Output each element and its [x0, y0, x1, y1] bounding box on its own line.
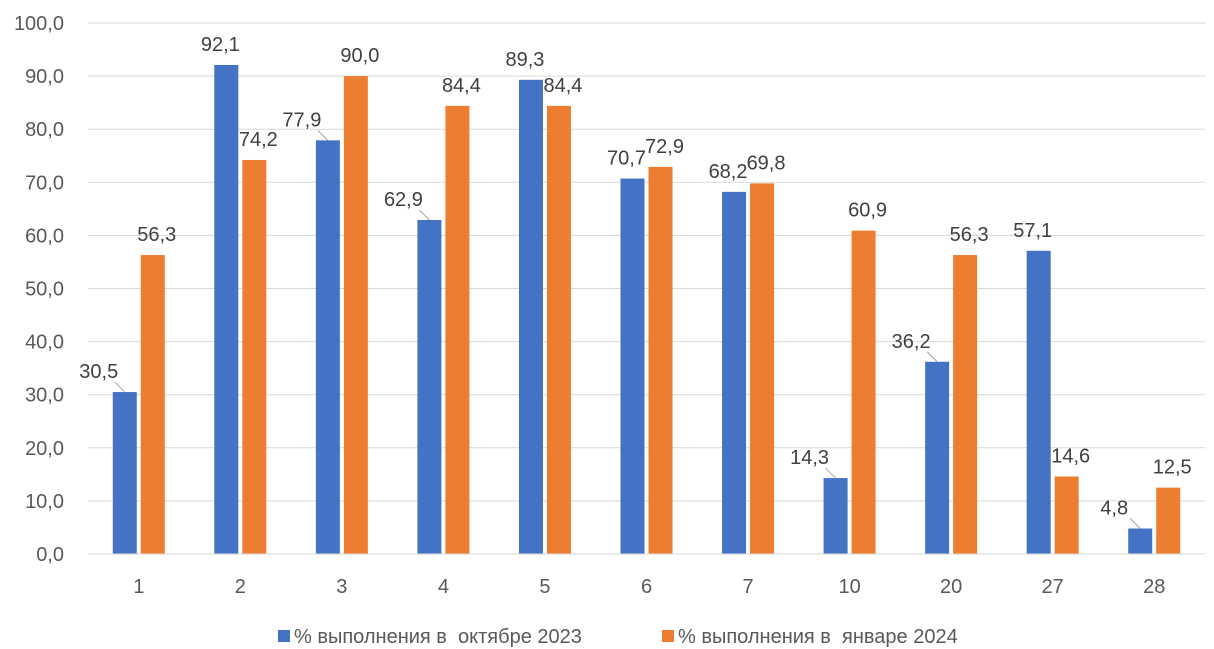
x-tick-label: 4	[438, 576, 449, 598]
data-label-jan-2024: 84,4	[543, 75, 582, 97]
bar-jan-2024	[140, 255, 165, 554]
bar-jan-2024	[750, 183, 775, 554]
bar-oct-2023	[315, 140, 340, 554]
data-label-jan-2024: 56,3	[137, 224, 176, 246]
gridlines	[88, 22, 1205, 555]
x-tick-label: 20	[940, 576, 962, 598]
bar-oct-2023	[1026, 250, 1051, 554]
y-tick-label: 50,0	[25, 279, 64, 301]
x-tick-label: 10	[838, 576, 860, 598]
bar-oct-2023	[925, 361, 950, 554]
bar-oct-2023	[518, 79, 543, 554]
legend: % выполнения в октябре 2023 % выполнения…	[278, 626, 958, 648]
y-tick-label: 60,0	[25, 225, 64, 247]
bar-jan-2024	[953, 255, 978, 554]
x-axis: 1 2 3 4 5 6 7 10 20 27 28	[88, 553, 1205, 598]
bar-oct-2023	[823, 478, 848, 554]
data-label-oct-2023: 14,3	[790, 447, 829, 469]
y-tick-label: 30,0	[25, 385, 64, 407]
data-label-oct-2023: 36,2	[892, 331, 931, 353]
legend-label-jan-2024: % выполнения в январе 2024	[678, 626, 958, 648]
bar-jan-2024	[1054, 476, 1079, 554]
x-tick-label: 28	[1143, 576, 1165, 598]
leader-line	[419, 209, 430, 221]
data-label-jan-2024: 12,5	[1153, 457, 1192, 479]
data-label-jan-2024: 14,6	[1051, 445, 1090, 467]
legend-swatch-oct-2023	[278, 630, 290, 642]
bar-oct-2023	[620, 178, 645, 554]
y-axis: 0,0 10,0 20,0 30,0 40,0 50,0 60,0 70,0 80,0 90,0 1…	[14, 13, 64, 566]
leader-line	[825, 467, 836, 479]
data-label-jan-2024: 72,9	[645, 136, 684, 158]
y-tick-label: 80,0	[25, 119, 64, 141]
data-label-jan-2024: 74,2	[239, 129, 278, 151]
data-label-oct-2023: 62,9	[384, 189, 423, 211]
data-label-oct-2023: 4,8	[1100, 498, 1128, 520]
bar-oct-2023	[214, 64, 239, 554]
x-tick-label: 1	[133, 576, 144, 598]
data-label-jan-2024: 69,8	[747, 152, 786, 174]
y-tick-label: 90,0	[25, 66, 64, 88]
data-label-oct-2023: 92,1	[201, 34, 240, 56]
x-tick-label: 5	[539, 576, 550, 598]
legend-swatch-jan-2024	[662, 630, 674, 642]
y-tick-label: 0,0	[36, 544, 64, 566]
data-label-oct-2023: 77,9	[282, 109, 321, 131]
leader-line	[317, 129, 329, 141]
y-tick-label: 40,0	[25, 332, 64, 354]
data-label-jan-2024: 60,9	[848, 200, 887, 222]
data-label-jan-2024: 90,0	[340, 45, 379, 67]
data-label-oct-2023: 70,7	[607, 148, 646, 170]
legend-label-oct-2023: % выполнения в октябре 2023	[294, 626, 582, 648]
bar-oct-2023	[722, 191, 747, 554]
data-label-oct-2023: 89,3	[505, 49, 544, 71]
x-tick-label: 2	[235, 576, 246, 598]
y-tick-label: 100,0	[14, 13, 64, 35]
data-label-oct-2023: 57,1	[1013, 220, 1052, 242]
bar-jan-2024	[546, 105, 571, 554]
bar-jan-2024	[242, 159, 267, 555]
leader-line	[1129, 518, 1141, 529]
data-label-jan-2024: 84,4	[442, 75, 481, 97]
data-label-oct-2023: 30,5	[79, 361, 118, 383]
data-labels: 30,5 56,3 92,1 74,277,9 90,0 62,9 84,4 89,3 84,4…	[79, 34, 1191, 520]
bar-oct-2023	[417, 220, 442, 554]
x-tick-label: 7	[742, 576, 753, 598]
data-label-jan-2024: 56,3	[950, 224, 989, 246]
bar-jan-2024	[1156, 487, 1181, 554]
bar-jan-2024	[343, 76, 368, 554]
bar-jan-2024	[648, 166, 673, 554]
data-label-oct-2023: 68,2	[709, 161, 748, 183]
leader-line	[926, 351, 938, 363]
leader-line	[114, 381, 126, 393]
leader-lines	[114, 129, 1141, 529]
y-tick-label: 70,0	[25, 172, 64, 194]
x-tick-label: 6	[641, 576, 652, 598]
bar-oct-2023	[112, 392, 137, 554]
bar-jan-2024	[851, 230, 876, 554]
bar-oct-2023	[1128, 528, 1153, 554]
x-tick-label: 3	[336, 576, 347, 598]
x-tick-label: 27	[1042, 576, 1064, 598]
y-tick-label: 10,0	[25, 491, 64, 513]
y-tick-label: 20,0	[25, 438, 64, 460]
bar-jan-2024	[445, 105, 470, 554]
bars	[112, 64, 1181, 555]
